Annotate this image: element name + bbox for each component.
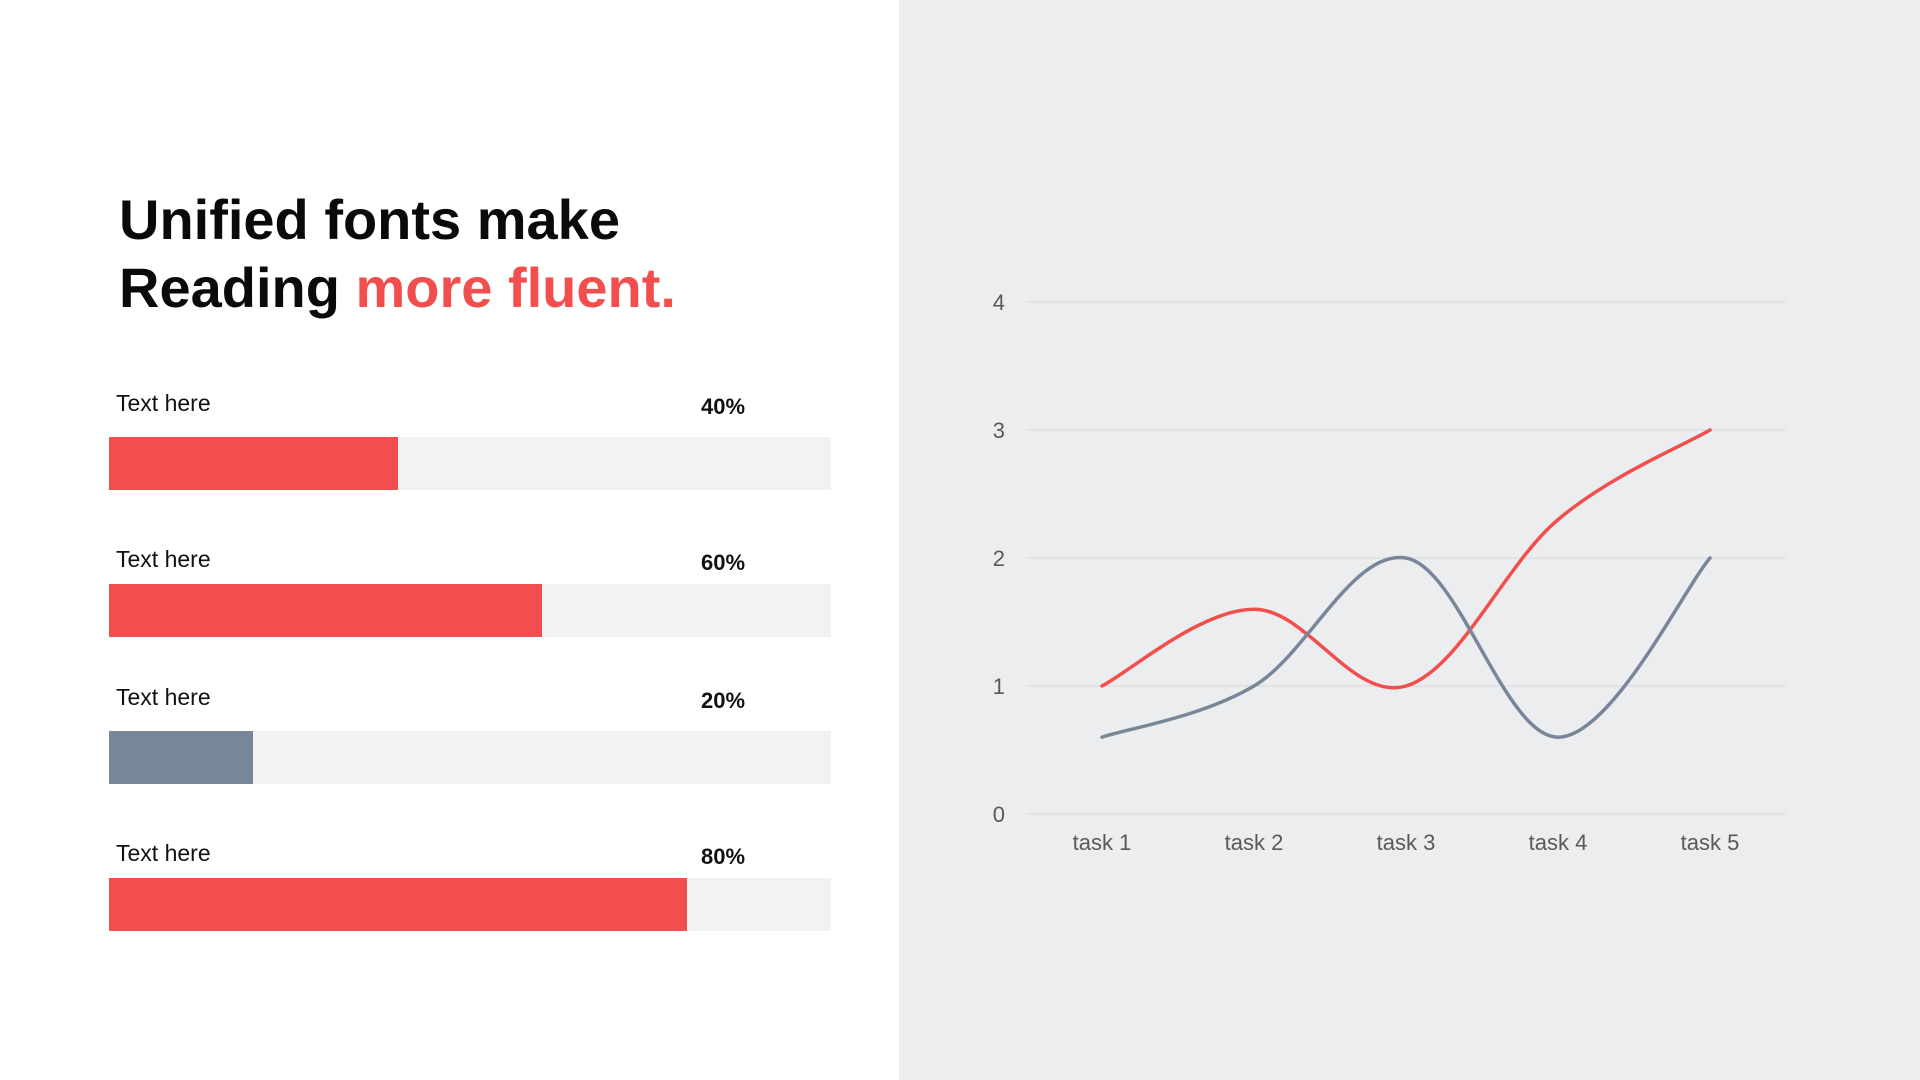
progress-fill: [109, 584, 543, 637]
headline-line-2-prefix: Reading: [119, 256, 356, 319]
progress-fill: [109, 731, 254, 784]
progress-value: 40%: [701, 394, 746, 419]
progress-label: Text here: [116, 390, 211, 416]
progress-value: 60%: [701, 550, 746, 575]
left-panel: Unified fonts make Reading more fluent. …: [0, 0, 899, 1080]
y-tick-label: 3: [993, 418, 1005, 443]
progress-fill: [109, 437, 398, 490]
progress-fill: [109, 878, 687, 931]
chart-panel: 0 1 2 3 4 task 1 task 2 task 3 task 4 task 5: [899, 0, 1920, 1080]
x-tick-label: task 4: [1529, 830, 1588, 855]
x-tick-label: task 2: [1225, 830, 1284, 855]
x-tick-label: task 1: [1073, 830, 1132, 855]
progress-track: [109, 731, 831, 784]
x-tick-label: task 5: [1681, 830, 1740, 855]
x-tick-label: task 3: [1377, 830, 1436, 855]
headline-line-1: Unified fonts make: [119, 188, 620, 251]
line-chart: 0 1 2 3 4 task 1 task 2 task 3 task 4 task 5: [993, 290, 1786, 855]
progress-value: 80%: [701, 844, 746, 869]
progress-label: Text here: [116, 840, 211, 866]
series-line-1: [1100, 428, 1712, 690]
y-tick-label: 2: [993, 546, 1005, 571]
y-tick-label: 4: [993, 290, 1005, 315]
progress-track: [109, 584, 831, 637]
headline: Unified fonts make Reading more fluent.: [119, 186, 676, 322]
y-tick-label: 1: [993, 674, 1005, 699]
progress-label: Text here: [116, 684, 211, 710]
progress-value: 20%: [701, 688, 746, 713]
headline-accent: more fluent.: [355, 256, 676, 319]
y-tick-label: 0: [993, 802, 1005, 827]
progress-track: [109, 437, 831, 490]
headline-line-2: Reading more fluent.: [119, 254, 676, 322]
progress-track: [109, 878, 831, 931]
progress-label: Text here: [116, 546, 211, 572]
series-line-2: [1100, 555, 1712, 739]
